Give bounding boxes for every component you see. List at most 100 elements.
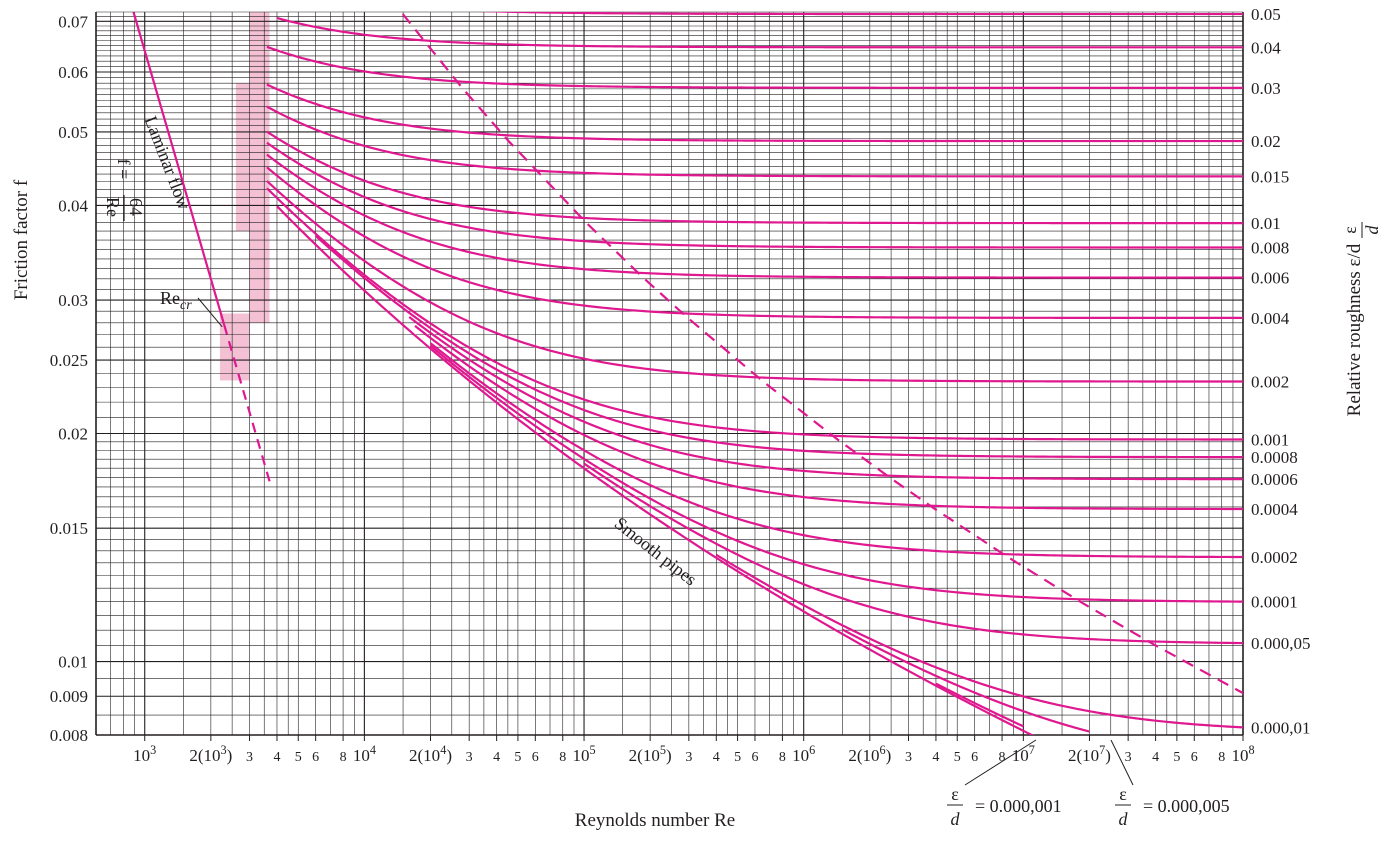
roughness-label: 0.000,01 xyxy=(1251,718,1311,737)
roughness-label: 0.006 xyxy=(1251,269,1289,288)
x-tick-label: 107 xyxy=(1012,743,1035,765)
x-tick-label: 6 xyxy=(971,750,978,765)
friction-curve-16 xyxy=(429,345,1243,603)
x-tick-label: 3 xyxy=(685,750,692,765)
roughness-label: 0.03 xyxy=(1251,79,1281,98)
friction-curve-6 xyxy=(266,130,1243,225)
x-tick-label: 4 xyxy=(932,750,939,765)
x-tick-label: 2(107) xyxy=(1068,743,1111,765)
friction-curve-8 xyxy=(266,153,1243,279)
eps-callout-d: d xyxy=(951,809,961,829)
y2-axis-label: Relative roughness ε/d xyxy=(1344,243,1365,416)
x-tick-label: 5 xyxy=(954,750,961,765)
friction-curve-3 xyxy=(266,45,1243,89)
roughness-label: 0.000,05 xyxy=(1251,634,1311,653)
x-tick-label: 3 xyxy=(246,750,253,765)
x-tick-label: 105 xyxy=(572,743,595,765)
friction-curve-14 xyxy=(414,325,1243,511)
eps-callout-eps: ε xyxy=(951,784,959,804)
x-tick-label: 2(103) xyxy=(189,743,232,765)
x-tick-label: 103 xyxy=(133,743,156,765)
y-tick-label: 0.02 xyxy=(58,424,88,443)
x-tick-label: 6 xyxy=(1191,750,1198,765)
x-tick-label: 8 xyxy=(1218,750,1225,765)
friction-curve-10 xyxy=(266,180,1243,383)
x-tick-label: 2(105) xyxy=(629,743,672,765)
x-tick-label: 8 xyxy=(559,750,566,765)
friction-curve-13 xyxy=(408,316,1243,481)
friction-curve-11 xyxy=(266,187,1243,441)
y-tick-label: 0.04 xyxy=(58,196,88,215)
right-axis-d: d xyxy=(1362,225,1382,235)
x-tick-label: 3 xyxy=(466,750,473,765)
x-tick-label: 104 xyxy=(353,743,376,765)
x-tick-label: 5 xyxy=(1173,750,1180,765)
x-tick-label: 5 xyxy=(295,750,302,765)
friction-curve-7 xyxy=(266,141,1243,249)
friction-curve-17 xyxy=(583,462,1243,645)
x-tick-label: 8 xyxy=(999,750,1006,765)
roughness-label: 0.004 xyxy=(1251,309,1290,328)
friction-curve-12 xyxy=(314,235,1243,459)
x-tick-label: 6 xyxy=(532,750,539,765)
y-tick-label: 0.07 xyxy=(58,12,88,31)
re-critical-label: Recr xyxy=(160,288,192,313)
roughness-label: 0.015 xyxy=(1251,167,1289,186)
eps-callout-leader xyxy=(964,739,1037,786)
roughness-label: 0.002 xyxy=(1251,373,1289,392)
x-tick-label: 2(106) xyxy=(848,743,891,765)
x-tick-label: 3 xyxy=(905,750,912,765)
friction-curve-5 xyxy=(266,105,1243,178)
x-tick-label: 6 xyxy=(751,750,758,765)
x-tick-label: 4 xyxy=(1152,750,1159,765)
roughness-label: 0.0002 xyxy=(1251,548,1298,567)
x-tick-label: 4 xyxy=(273,750,280,765)
laminar-line xyxy=(132,12,226,326)
eps-callout-d: d xyxy=(1119,809,1129,829)
friction-curve-9 xyxy=(266,166,1243,320)
smooth-pipes-label: Smooth pipes xyxy=(611,513,701,589)
x-tick-label: 5 xyxy=(514,750,521,765)
x-axis-label: Reynolds number Re xyxy=(575,810,735,831)
eps-callout-eps: ε xyxy=(1119,784,1127,804)
complete-turbulence-boundary xyxy=(401,13,1243,695)
x-tick-label: 8 xyxy=(340,750,347,765)
y-tick-label: 0.03 xyxy=(58,291,88,310)
y-tick-label: 0.008 xyxy=(50,726,88,745)
eps-callout-value: = 0.000,005 xyxy=(1143,796,1230,816)
friction-curve-2 xyxy=(276,16,1243,49)
x-tick-label: 106 xyxy=(792,743,815,765)
formula-numerator: 64 xyxy=(126,198,146,216)
y-tick-label: 0.009 xyxy=(50,687,88,706)
x-tick-label: 4 xyxy=(713,750,720,765)
x-tick-label: 4 xyxy=(493,750,500,765)
eps-callout-leader xyxy=(1110,739,1134,786)
roughness-label: 0.01 xyxy=(1251,214,1281,233)
roughness-label: 0.05 xyxy=(1251,5,1281,24)
roughness-label: 0.02 xyxy=(1251,132,1281,151)
formula-f: f = xyxy=(114,159,134,180)
x-tick-label: 5 xyxy=(734,750,741,765)
x-tick-label: 6 xyxy=(312,750,319,765)
eps-callout-value: = 0.000,001 xyxy=(975,796,1062,816)
friction-curve-15 xyxy=(429,342,1243,559)
roughness-label: 0.0006 xyxy=(1251,470,1298,489)
x-tick-label: 108 xyxy=(1231,743,1254,765)
x-tick-label: 3 xyxy=(1125,750,1132,765)
y-axis-label: Friction factor f xyxy=(11,179,32,300)
right-axis-eps: ε xyxy=(1340,226,1360,234)
friction-curve-20 xyxy=(935,682,1024,728)
formula-denominator: Re xyxy=(103,197,123,217)
roughness-label: 0.04 xyxy=(1251,38,1281,57)
y-tick-label: 0.06 xyxy=(58,63,88,82)
friction-curve-18 xyxy=(715,553,1243,729)
friction-curve-4 xyxy=(266,83,1243,143)
y-tick-label: 0.015 xyxy=(50,519,88,538)
friction-curve-1 xyxy=(478,12,1243,16)
x-tick-label: 8 xyxy=(779,750,786,765)
roughness-label: 0.0001 xyxy=(1251,593,1298,612)
